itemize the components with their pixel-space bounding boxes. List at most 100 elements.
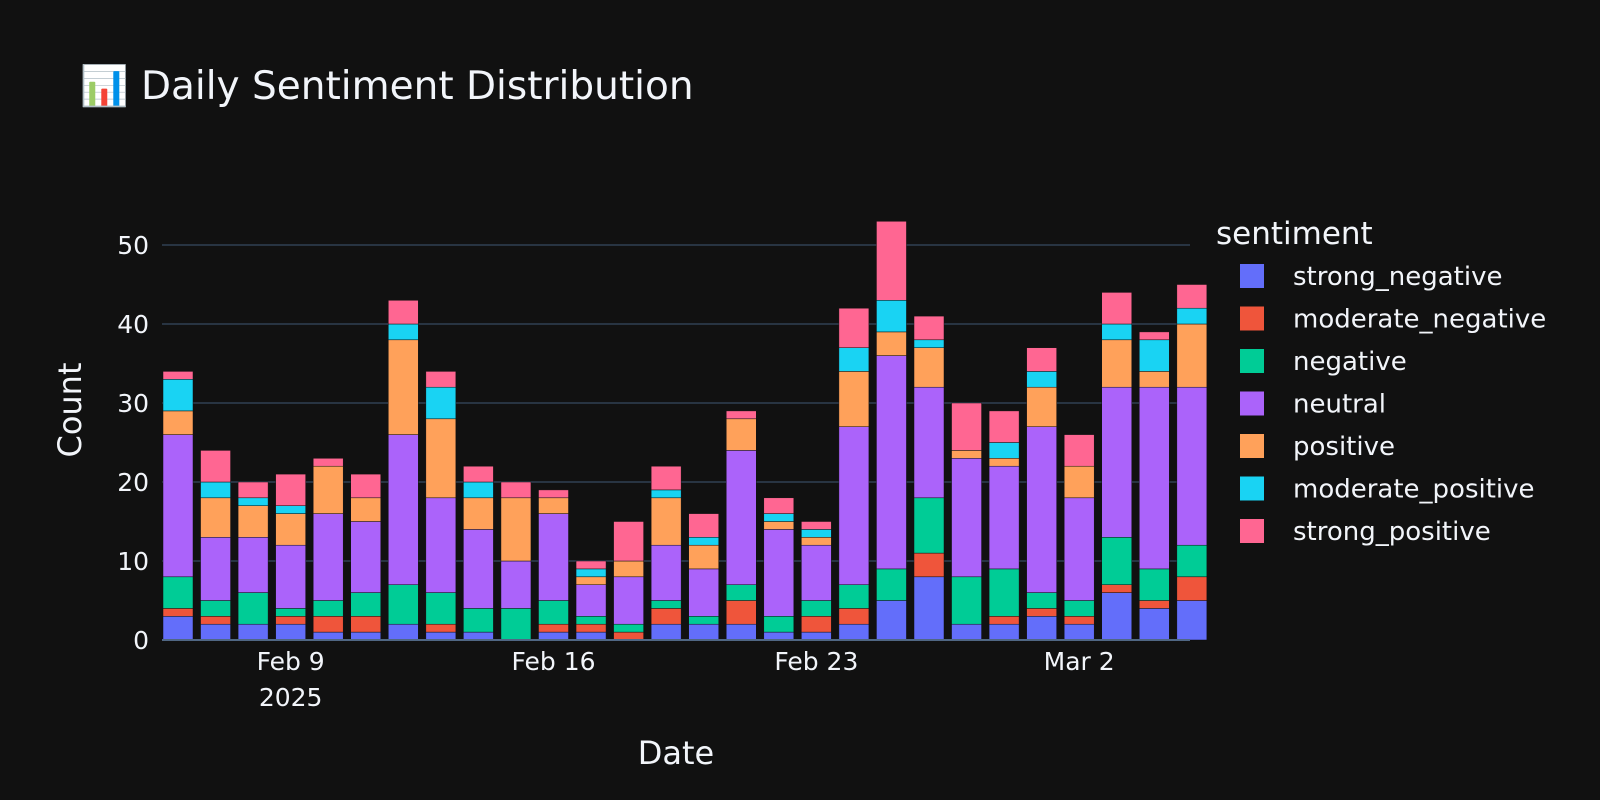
bar-strong_negative-2025-03-01 [1026,616,1057,641]
bar-neutral-2025-02-28 [988,465,1020,570]
bar-moderate_positive-2025-02-06 [162,379,194,412]
bar-strong_positive-2025-02-22 [763,497,795,514]
bar-strong_positive-2025-02-26 [913,315,945,341]
bar-negative-2025-02-18 [613,623,644,633]
y-tick-label: 40 [117,310,149,339]
bar-positive-2025-02-19 [650,497,682,546]
bar-strong_positive-2025-02-23 [801,521,832,530]
bar-moderate_negative-2025-03-05 [1176,576,1208,601]
bar-strong_positive-2025-02-20 [688,513,719,538]
bar-moderate_negative-2025-02-18 [613,631,644,641]
bar-strong_positive-2025-03-04 [1139,331,1170,341]
x-tick-label: Feb 16 [511,647,595,676]
bar-strong_negative-2025-02-23 [801,631,832,641]
bar-neutral-2025-02-15 [500,560,532,609]
legend-label-moderate_negative: moderate_negative [1293,305,1546,335]
bar-moderate_negative-2025-02-24 [838,608,870,625]
bar-strong_positive-2025-02-15 [500,481,532,499]
bar-negative-2025-02-06 [162,576,194,609]
bar-strong_negative-2025-02-09 [275,623,306,641]
bar-moderate_negative-2025-02-07 [200,616,231,625]
bar-strong_negative-2025-02-07 [200,623,231,641]
bar-strong_positive-2025-02-07 [200,450,231,483]
bar-strong_negative-2025-02-06 [162,616,194,641]
bar-strong_negative-2025-02-16 [538,631,569,641]
bar-strong_positive-2025-03-05 [1176,284,1208,309]
bar-neutral-2025-02-14 [463,529,494,609]
bar-neutral-2025-02-11 [350,521,381,593]
bar-positive-2025-02-23 [801,537,832,546]
bar-neutral-2025-03-03 [1101,386,1132,538]
legend-label-strong_negative: strong_negative [1293,262,1502,292]
bar-neutral-2025-02-26 [913,386,945,499]
bar-negative-2025-02-13 [425,592,457,625]
bar-moderate_positive-2025-02-19 [650,489,682,499]
legend-swatch-neutral [1240,391,1264,416]
bar-neutral-2025-03-01 [1026,426,1057,593]
legend-label-negative: negative [1293,347,1407,377]
bar-moderate_negative-2025-03-03 [1101,584,1132,593]
bar-negative-2025-02-28 [988,568,1020,617]
bar-moderate_negative-2025-02-23 [801,616,832,633]
bar-moderate_negative-2025-02-28 [988,616,1020,625]
bar-moderate_positive-2025-03-05 [1176,307,1208,325]
bar-moderate_negative-2025-03-04 [1139,600,1170,609]
x-tick-label: Mar 2 [1044,647,1115,676]
bar-strong_negative-2025-02-20 [688,623,719,641]
bar-positive-2025-02-26 [913,347,945,388]
bar-strong_positive-2025-02-28 [988,410,1020,443]
bar-moderate_negative-2025-02-09 [275,616,306,625]
bar-negative-2025-02-25 [876,568,907,601]
bar-neutral-2025-02-16 [538,513,569,601]
bar-negative-2025-02-23 [801,600,832,617]
x-tick-year-label: 2025 [259,683,323,712]
bar-moderate_positive-2025-03-04 [1139,339,1170,372]
legend-swatch-strong_negative [1240,264,1264,288]
legend-swatch-moderate_negative [1240,306,1264,331]
bar-moderate_positive-2025-02-24 [838,347,870,372]
bar-negative-2025-02-14 [463,608,494,633]
bar-negative-2025-02-21 [726,584,757,601]
bar-negative-2025-02-26 [913,497,945,554]
bar-positive-2025-03-05 [1176,323,1208,388]
bar-negative-2025-02-10 [312,600,344,617]
bar-strong_negative-2025-02-19 [650,623,682,641]
bar-moderate_negative-2025-02-17 [575,623,607,633]
bar-moderate_positive-2025-02-23 [801,529,832,538]
bar-positive-2025-02-06 [162,410,194,435]
bar-neutral-2025-02-17 [575,584,607,617]
bar-strong_negative-2025-02-11 [350,631,381,641]
bar-positive-2025-02-18 [613,560,644,578]
bar-moderate_negative-2025-03-01 [1026,608,1057,617]
bar-neutral-2025-02-07 [200,537,231,601]
bar-strong_negative-2025-02-25 [876,600,907,641]
bar-strong_negative-2025-02-22 [763,631,795,641]
bar-strong_positive-2025-02-14 [463,465,494,483]
bar-strong_positive-2025-03-02 [1063,434,1095,467]
bar-moderate_negative-2025-02-06 [162,608,194,617]
bar-negative-2025-02-16 [538,600,569,625]
bar-positive-2025-02-09 [275,513,306,546]
bar-moderate_negative-2025-02-11 [350,616,381,633]
bar-neutral-2025-02-22 [763,529,795,617]
bar-strong_negative-2025-02-17 [575,631,607,641]
bar-negative-2025-03-05 [1176,544,1208,578]
chart-title: 📊 Daily Sentiment Distribution [80,63,694,109]
bar-strong_positive-2025-03-01 [1026,347,1057,372]
bar-positive-2025-02-10 [312,465,344,514]
bar-positive-2025-02-22 [763,521,795,530]
bar-neutral-2025-02-09 [275,544,306,609]
bar-moderate_positive-2025-02-28 [988,442,1020,459]
bar-neutral-2025-02-19 [650,544,682,601]
bar-strong_negative-2025-02-08 [237,623,269,641]
bar-positive-2025-03-02 [1063,465,1095,499]
bar-strong_negative-2025-03-04 [1139,608,1170,641]
bar-positive-2025-02-25 [876,331,907,356]
bar-positive-2025-02-11 [350,497,381,522]
bar-neutral-2025-03-02 [1063,497,1095,601]
x-tick-label: Feb 23 [774,647,858,676]
bar-strong_negative-2025-02-26 [913,576,945,641]
legend-title: sentiment [1216,216,1373,252]
bar-positive-2025-02-16 [538,497,569,514]
y-axis-ticks: 0 10 20 30 40 50 [117,231,149,655]
